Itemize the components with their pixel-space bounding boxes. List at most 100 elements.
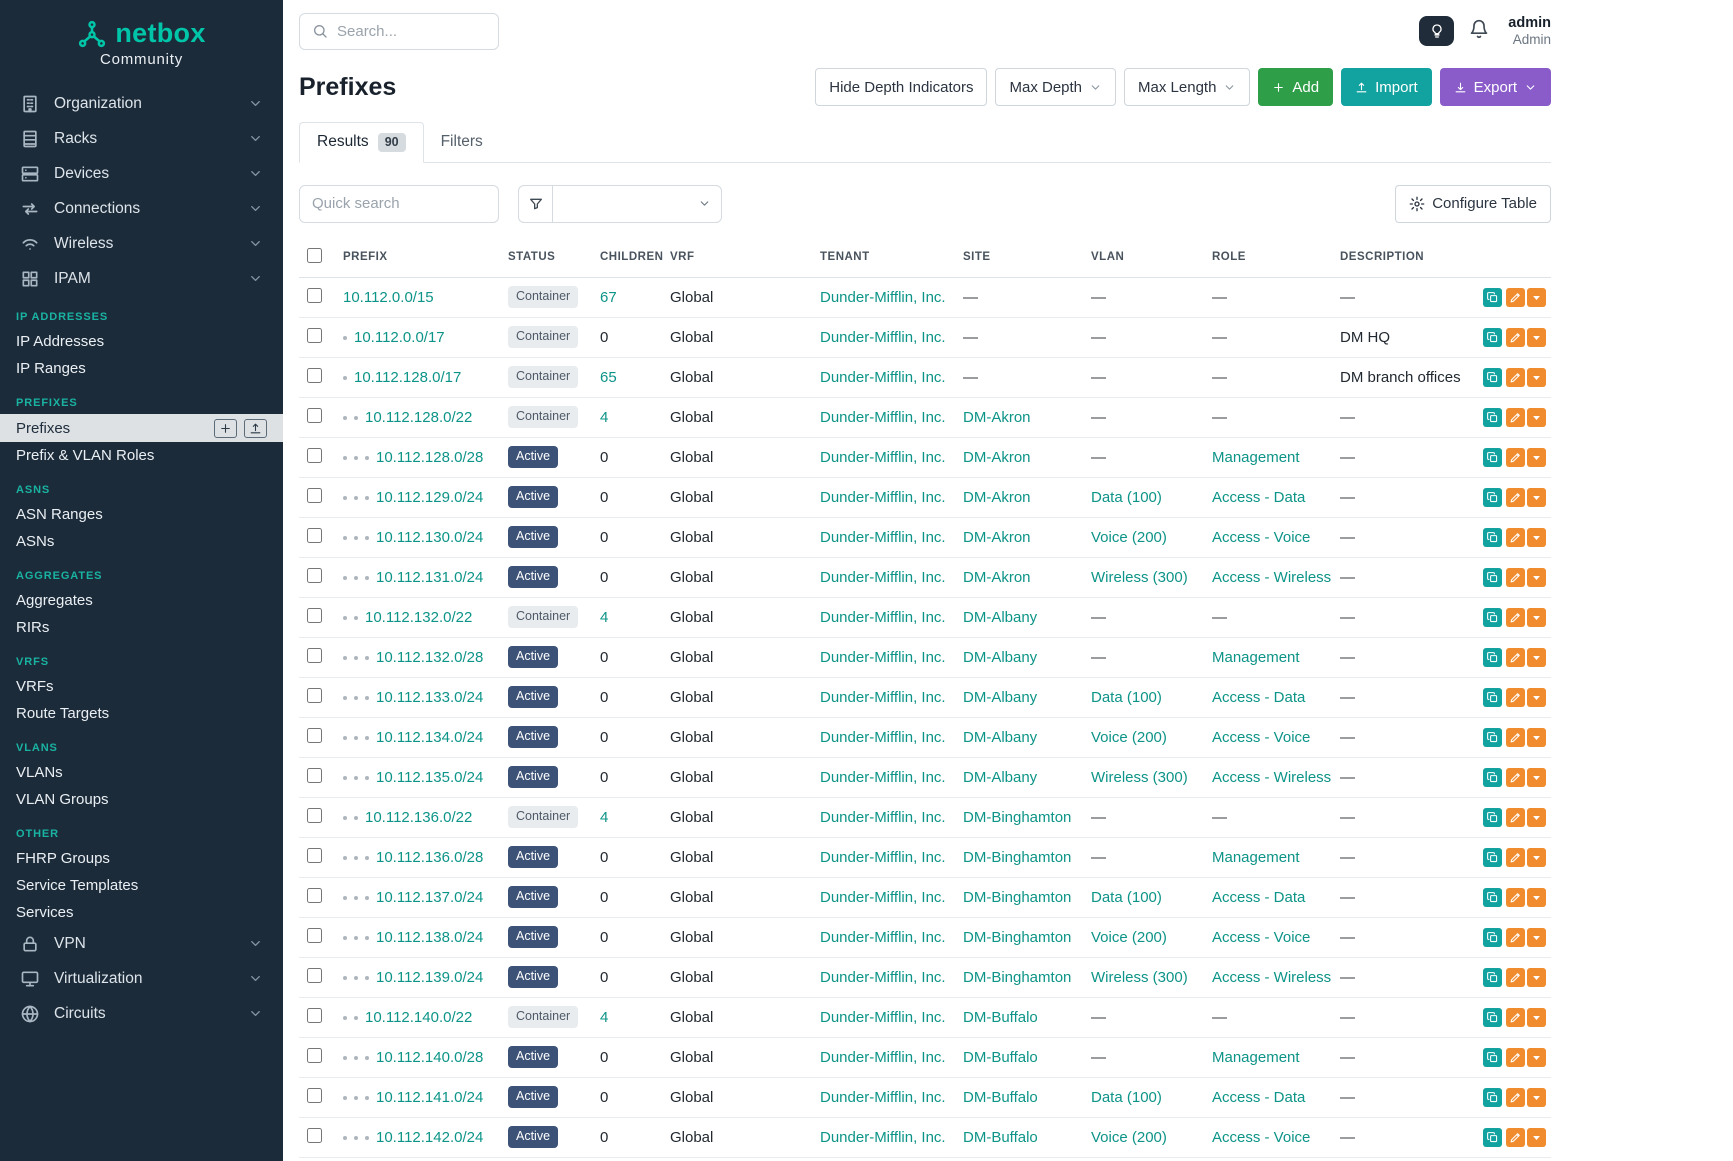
- prefix-link[interactable]: 10.112.141.0/24: [376, 1088, 484, 1106]
- sidebar-item-fhrp-groups[interactable]: FHRP Groups: [0, 845, 283, 872]
- vlan-link[interactable]: Voice (200): [1091, 1128, 1167, 1146]
- sidebar-item-organization[interactable]: Organization: [0, 86, 283, 121]
- copy-button[interactable]: [1483, 767, 1502, 787]
- copy-button[interactable]: [1483, 327, 1502, 347]
- edit-button[interactable]: [1506, 1087, 1525, 1107]
- edit-button[interactable]: [1506, 807, 1525, 827]
- edit-button[interactable]: [1506, 887, 1525, 907]
- quick-add-button[interactable]: [214, 418, 237, 438]
- edit-button[interactable]: [1506, 447, 1525, 467]
- edit-button[interactable]: [1506, 847, 1525, 867]
- row-actions-dropdown-button[interactable]: [1527, 367, 1546, 387]
- copy-button[interactable]: [1483, 1127, 1502, 1147]
- row-checkbox[interactable]: [307, 407, 322, 423]
- children-count-link[interactable]: 4: [600, 408, 609, 426]
- tenant-link[interactable]: Dunder-Mifflin, Inc.: [820, 888, 946, 906]
- site-link[interactable]: DM-Albany: [963, 768, 1038, 786]
- row-checkbox[interactable]: [307, 807, 322, 823]
- tenant-link[interactable]: Dunder-Mifflin, Inc.: [820, 568, 946, 586]
- row-checkbox[interactable]: [307, 927, 322, 943]
- sidebar-item-rirs[interactable]: RIRs: [0, 614, 283, 641]
- edit-button[interactable]: [1506, 1047, 1525, 1067]
- copy-button[interactable]: [1483, 367, 1502, 387]
- copy-button[interactable]: [1483, 567, 1502, 587]
- edit-button[interactable]: [1506, 647, 1525, 667]
- prefix-link[interactable]: 10.112.139.0/24: [376, 968, 484, 986]
- row-checkbox[interactable]: [307, 1007, 322, 1023]
- row-actions-dropdown-button[interactable]: [1527, 447, 1546, 467]
- site-link[interactable]: DM-Akron: [963, 448, 1031, 466]
- vlan-link[interactable]: Wireless (300): [1091, 768, 1188, 786]
- row-checkbox[interactable]: [307, 367, 322, 383]
- global-search-input[interactable]: [337, 22, 486, 40]
- prefix-link[interactable]: 10.112.0.0/17: [354, 328, 445, 346]
- tenant-link[interactable]: Dunder-Mifflin, Inc.: [820, 448, 946, 466]
- prefix-link[interactable]: 10.112.0.0/15: [343, 288, 434, 306]
- row-checkbox[interactable]: [307, 967, 322, 983]
- edit-button[interactable]: [1506, 607, 1525, 627]
- row-checkbox[interactable]: [307, 1047, 322, 1063]
- sidebar-item-virtualization[interactable]: Virtualization: [0, 961, 283, 996]
- configure-table-button[interactable]: Configure Table: [1395, 184, 1551, 223]
- site-link[interactable]: DM-Albany: [963, 728, 1038, 746]
- prefix-link[interactable]: 10.112.140.0/22: [365, 1008, 473, 1026]
- edit-button[interactable]: [1506, 527, 1525, 547]
- vlan-link[interactable]: Wireless (300): [1091, 968, 1188, 986]
- sidebar-item-ip-addresses[interactable]: IP Addresses: [0, 328, 283, 355]
- row-actions-dropdown-button[interactable]: [1527, 607, 1546, 627]
- saved-filter-select[interactable]: [552, 184, 722, 223]
- vlan-link[interactable]: Wireless (300): [1091, 568, 1188, 586]
- copy-button[interactable]: [1483, 1087, 1502, 1107]
- role-link[interactable]: Management: [1212, 1048, 1300, 1066]
- sidebar-item-route-targets[interactable]: Route Targets: [0, 700, 283, 727]
- copy-button[interactable]: [1483, 647, 1502, 667]
- sidebar-item-devices[interactable]: Devices: [0, 156, 283, 191]
- edit-button[interactable]: [1506, 767, 1525, 787]
- row-checkbox[interactable]: [307, 887, 322, 903]
- site-link[interactable]: DM-Albany: [963, 648, 1038, 666]
- row-checkbox[interactable]: [307, 287, 322, 303]
- max-depth-button[interactable]: Max Depth: [995, 68, 1117, 106]
- edit-button[interactable]: [1506, 287, 1525, 307]
- row-checkbox[interactable]: [307, 447, 322, 463]
- copy-button[interactable]: [1483, 887, 1502, 907]
- sidebar-item-prefix-vlan-roles[interactable]: Prefix & VLAN Roles: [0, 442, 283, 469]
- tenant-link[interactable]: Dunder-Mifflin, Inc.: [820, 928, 946, 946]
- role-link[interactable]: Access - Data: [1212, 1088, 1306, 1106]
- copy-button[interactable]: [1483, 1007, 1502, 1027]
- tenant-link[interactable]: Dunder-Mifflin, Inc.: [820, 808, 946, 826]
- tenant-link[interactable]: Dunder-Mifflin, Inc.: [820, 1128, 946, 1146]
- sidebar-item-asns[interactable]: ASNs: [0, 528, 283, 555]
- vlan-link[interactable]: Voice (200): [1091, 728, 1167, 746]
- sidebar-item-service-templates[interactable]: Service Templates: [0, 872, 283, 899]
- row-checkbox[interactable]: [307, 567, 322, 583]
- site-link[interactable]: DM-Akron: [963, 488, 1031, 506]
- prefix-link[interactable]: 10.112.135.0/24: [376, 768, 484, 786]
- edit-button[interactable]: [1506, 487, 1525, 507]
- row-actions-dropdown-button[interactable]: [1527, 647, 1546, 667]
- edit-button[interactable]: [1506, 687, 1525, 707]
- edit-button[interactable]: [1506, 727, 1525, 747]
- row-actions-dropdown-button[interactable]: [1527, 967, 1546, 987]
- role-link[interactable]: Access - Wireless: [1212, 768, 1332, 786]
- sidebar-item-vrfs[interactable]: VRFs: [0, 673, 283, 700]
- sidebar-item-ip-ranges[interactable]: IP Ranges: [0, 355, 283, 382]
- row-checkbox[interactable]: [307, 487, 322, 503]
- copy-button[interactable]: [1483, 687, 1502, 707]
- role-link[interactable]: Access - Wireless: [1212, 568, 1332, 586]
- site-link[interactable]: DM-Buffalo: [963, 1088, 1038, 1106]
- prefix-link[interactable]: 10.112.128.0/17: [354, 368, 462, 386]
- children-count-link[interactable]: 4: [600, 808, 609, 826]
- sidebar-item-connections[interactable]: Connections: [0, 191, 283, 226]
- copy-button[interactable]: [1483, 727, 1502, 747]
- row-checkbox[interactable]: [307, 647, 322, 663]
- copy-button[interactable]: [1483, 927, 1502, 947]
- role-link[interactable]: Management: [1212, 648, 1300, 666]
- prefix-link[interactable]: 10.112.137.0/24: [376, 888, 484, 906]
- copy-button[interactable]: [1483, 407, 1502, 427]
- copy-button[interactable]: [1483, 447, 1502, 467]
- site-link[interactable]: DM-Binghamton: [963, 928, 1072, 946]
- edit-button[interactable]: [1506, 967, 1525, 987]
- role-link[interactable]: Access - Data: [1212, 888, 1306, 906]
- prefix-link[interactable]: 10.112.136.0/28: [376, 848, 484, 866]
